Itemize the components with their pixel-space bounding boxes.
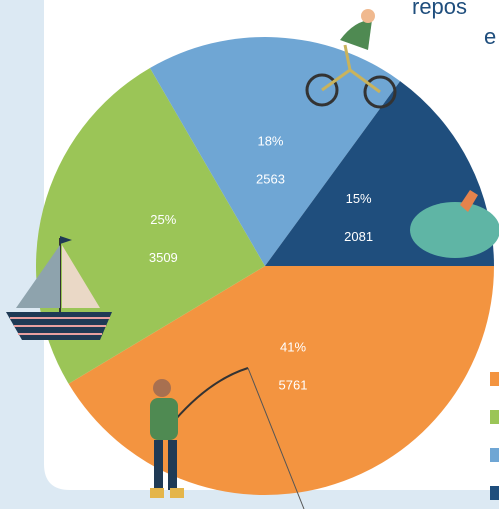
legend-swatch [490,448,499,462]
value-label: 2081 [344,229,373,244]
chart: 41% 5761 25% 3509 18% 2563 15% 2081 repos e [0,0,499,509]
value-label: 5761 [279,378,308,393]
percent-label: 41% [280,340,306,355]
value-label: 2563 [256,172,285,187]
percent-label: 15% [346,191,372,206]
legend-swatch [490,372,499,386]
page: 41%576125%350918%256315%2081 repos e (()… [0,0,499,509]
title-line: repos [412,0,467,19]
percent-label: 18% [257,134,283,149]
pie [36,37,494,495]
value-label: 3509 [149,250,178,265]
legend-swatch [490,410,499,424]
title-line: e [484,24,496,49]
percent-label: 25% [150,212,176,227]
legend-swatch [490,486,499,500]
